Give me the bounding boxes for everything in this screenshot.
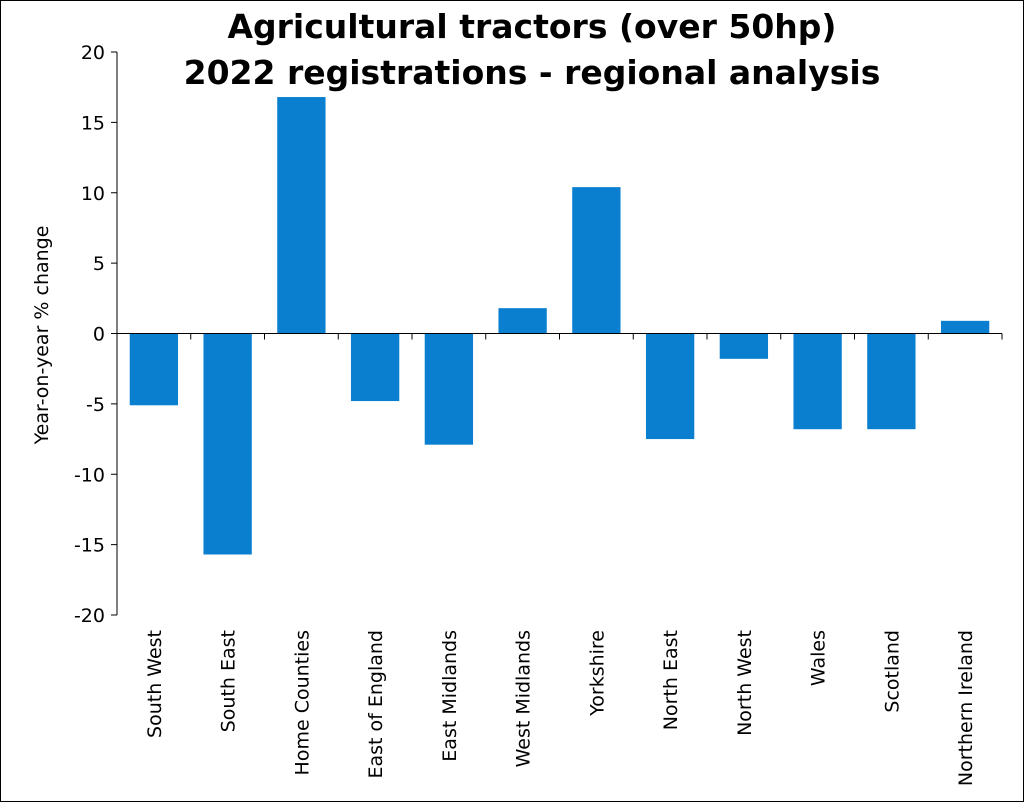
x-tick-label: Northern Ireland	[955, 630, 977, 786]
bar-wales	[793, 333, 842, 430]
bar-north-west	[719, 333, 769, 359]
bar-west-midlands	[498, 308, 547, 334]
bar-east-midlands	[424, 333, 474, 445]
chart-title-line-1: Agricultural tractors (over 50hp)	[228, 7, 837, 46]
axes-group	[111, 51, 1003, 616]
x-tick-label: Yorkshire	[586, 630, 608, 717]
x-tick-label: Home Counties	[291, 630, 313, 775]
x-tick-label: South West	[144, 630, 166, 738]
y-tick-label: 15	[81, 112, 105, 134]
x-tick-label: North East	[660, 630, 682, 730]
y-tick-label: -15	[74, 535, 105, 557]
x-tick-labels: South West South East Home Counties East of…	[144, 630, 977, 786]
bar-east-of-england	[350, 333, 400, 402]
bar-scotland	[867, 333, 916, 430]
y-tick-label: 0	[93, 324, 105, 346]
x-tick-label: South East	[218, 630, 240, 732]
y-tick-label: 10	[81, 183, 105, 205]
bar-south-east	[203, 333, 252, 555]
y-tick-label: -5	[86, 394, 105, 416]
y-tick-label: 5	[93, 253, 105, 275]
y-tick-label: -20	[74, 605, 105, 627]
y-tick-label: 20	[81, 42, 105, 64]
x-tick-label: Scotland	[881, 630, 903, 713]
chart-title-line-2: 2022 registrations - regional analysis	[184, 53, 881, 92]
chart-title: Agricultural tractors (over 50hp) 2022 r…	[184, 7, 881, 92]
y-tick-label: -10	[74, 464, 105, 486]
bars-group	[129, 97, 990, 555]
bar-north-east	[645, 333, 695, 440]
x-tick-label: East of England	[365, 630, 387, 779]
x-tick-label: East Midlands	[439, 630, 461, 762]
y-tick-labels: 20 15 10 5 0 -5 -10 -15 -20	[74, 42, 105, 627]
bar-home-counties	[277, 97, 326, 334]
bar-yorkshire	[572, 187, 621, 334]
y-axis-title: Year-on-year % change	[31, 226, 53, 446]
x-tick-label: North West	[734, 630, 756, 736]
x-tick-label: West Midlands	[513, 630, 535, 767]
bar-northern-ireland	[940, 320, 990, 334]
x-tick-label: Wales	[808, 630, 830, 686]
bar-south-west	[129, 333, 179, 406]
